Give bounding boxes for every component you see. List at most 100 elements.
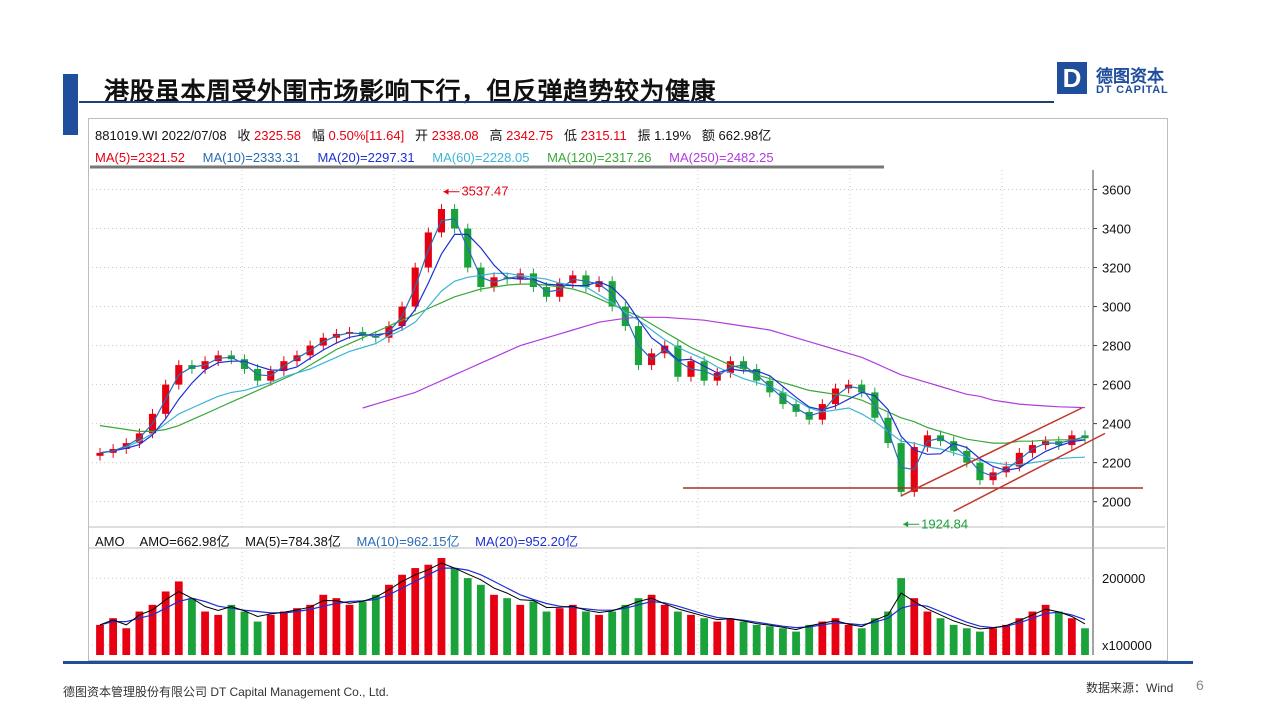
volume-bar xyxy=(621,604,630,655)
volume-bar xyxy=(910,598,919,655)
price-tick-label: 2400 xyxy=(1102,417,1131,432)
quote-open: 2338.08 xyxy=(431,128,479,143)
volume-label: AMO xyxy=(95,534,125,549)
quote-change-label: 幅 xyxy=(311,128,325,143)
volume-bar xyxy=(1067,618,1076,655)
volume-bar xyxy=(1015,618,1024,655)
volume-bar xyxy=(332,598,341,655)
candle-body xyxy=(1081,435,1089,439)
volume-bar xyxy=(831,618,840,655)
ma20-line xyxy=(99,233,1086,472)
volume-bar xyxy=(976,631,984,655)
candle-body xyxy=(96,452,104,456)
title-underline xyxy=(79,101,1054,103)
price-tick-label: 2200 xyxy=(1102,456,1131,471)
legend-ma10: MA(10)=2333.31 xyxy=(202,150,300,165)
volume-bar xyxy=(923,611,932,655)
quote-high: 2342.75 xyxy=(506,128,554,143)
quote-amount: 662.98亿 xyxy=(718,128,772,143)
volume-bar xyxy=(503,598,512,655)
volume-bar xyxy=(174,581,183,655)
quote-amplitude-label: 振 xyxy=(637,128,651,143)
volume-bar xyxy=(792,631,800,655)
volume-tick-label: x100000 xyxy=(1102,638,1152,653)
quote-change: 0.50%[11.64] xyxy=(328,128,405,143)
volume-bar xyxy=(188,598,196,655)
footer-company: 德图资本管理股份有限公司 DT Capital Management Co., … xyxy=(63,685,389,699)
price-tick-label: 3200 xyxy=(1102,261,1131,276)
volume-bar xyxy=(634,598,643,655)
volume-bar xyxy=(608,611,617,655)
logo-mark: D xyxy=(1057,62,1087,94)
quote-close: 2325.58 xyxy=(254,128,302,143)
volume-bar xyxy=(857,628,866,655)
legend-ma120: MA(120)=2317.26 xyxy=(547,150,652,165)
volume-bar xyxy=(371,594,380,655)
quote-amount-label: 额 xyxy=(701,128,715,143)
quote-code-date: 881019.WI 2022/07/08 xyxy=(95,128,227,143)
volume-bar xyxy=(385,584,393,655)
volume-bar xyxy=(1028,611,1037,655)
volume-bar xyxy=(437,558,446,655)
volume-bar xyxy=(542,611,551,655)
volume-bar xyxy=(135,611,144,655)
volume-bar xyxy=(319,594,328,655)
ma120-line xyxy=(99,283,1085,444)
volume-bar xyxy=(1081,628,1089,655)
volume-bar xyxy=(96,624,104,655)
volume-bar xyxy=(122,628,131,655)
channel-upper-line xyxy=(900,407,1083,497)
volume-bar xyxy=(148,604,157,655)
volume-legend: AMO AMO=662.98亿 MA(5)=784.38亿 MA(10)=962… xyxy=(95,531,590,550)
volume-tick-label: 200000 xyxy=(1102,571,1145,586)
volume-bar xyxy=(463,578,472,655)
legend-ma20: MA(20)=2297.31 xyxy=(317,150,415,165)
ma-legend: MA(5)=2321.52 MA(10)=2333.31 MA(20)=2297… xyxy=(95,150,788,165)
logo-text-cn: 德图资本 xyxy=(1096,67,1164,86)
logo-text-en: DT CAPITAL xyxy=(1096,84,1169,96)
volume-bar xyxy=(1041,604,1050,655)
volume-bar xyxy=(516,604,525,655)
volume-bar xyxy=(884,611,892,655)
price-tick-label: 3000 xyxy=(1102,300,1131,315)
volume-ma20: MA(20)=952.20亿 xyxy=(475,534,579,549)
volume-bar xyxy=(805,624,814,655)
volume-bar xyxy=(779,628,787,655)
ma60-line xyxy=(99,272,1086,466)
volume-bar xyxy=(109,618,118,655)
volume-bar xyxy=(647,594,656,655)
footer-source: 数据来源：Wind xyxy=(1086,681,1174,695)
volume-bar xyxy=(989,628,997,655)
price-tick-label: 2600 xyxy=(1102,378,1131,393)
volume-bar xyxy=(279,611,288,655)
volume-bar xyxy=(450,568,459,655)
price-tick-label: 2800 xyxy=(1102,339,1131,354)
volume-ma5: MA(5)=784.38亿 xyxy=(245,534,341,549)
price-tick-label: 3600 xyxy=(1102,183,1131,198)
volume-bar xyxy=(345,604,354,655)
volume-bar xyxy=(713,621,722,655)
company-logo: D 德图资本 DT CAPITAL xyxy=(1057,62,1187,102)
quote-open-label: 开 xyxy=(415,128,429,143)
volume-bar xyxy=(765,626,774,655)
volume-bar xyxy=(700,618,709,655)
quote-low-label: 低 xyxy=(564,128,578,143)
ma250-line xyxy=(362,316,1086,409)
volume-bar xyxy=(227,604,236,655)
volume-bar xyxy=(214,614,223,655)
volume-bar xyxy=(253,621,262,655)
volume-bar xyxy=(490,594,498,655)
annotation-label: 1924.84 xyxy=(921,516,968,531)
title-accent-bar xyxy=(63,74,78,135)
price-tick-label: 3400 xyxy=(1102,222,1131,237)
volume-bar xyxy=(726,618,735,655)
volume-bar xyxy=(201,611,209,655)
volume-bar xyxy=(568,604,577,655)
volume-bar xyxy=(476,584,485,655)
volume-bar xyxy=(897,578,906,655)
volume-bar xyxy=(306,604,315,655)
volume-bar xyxy=(936,618,945,655)
volume-bar xyxy=(161,591,170,655)
quote-low: 2315.11 xyxy=(580,128,627,143)
volume-bar xyxy=(818,621,827,655)
